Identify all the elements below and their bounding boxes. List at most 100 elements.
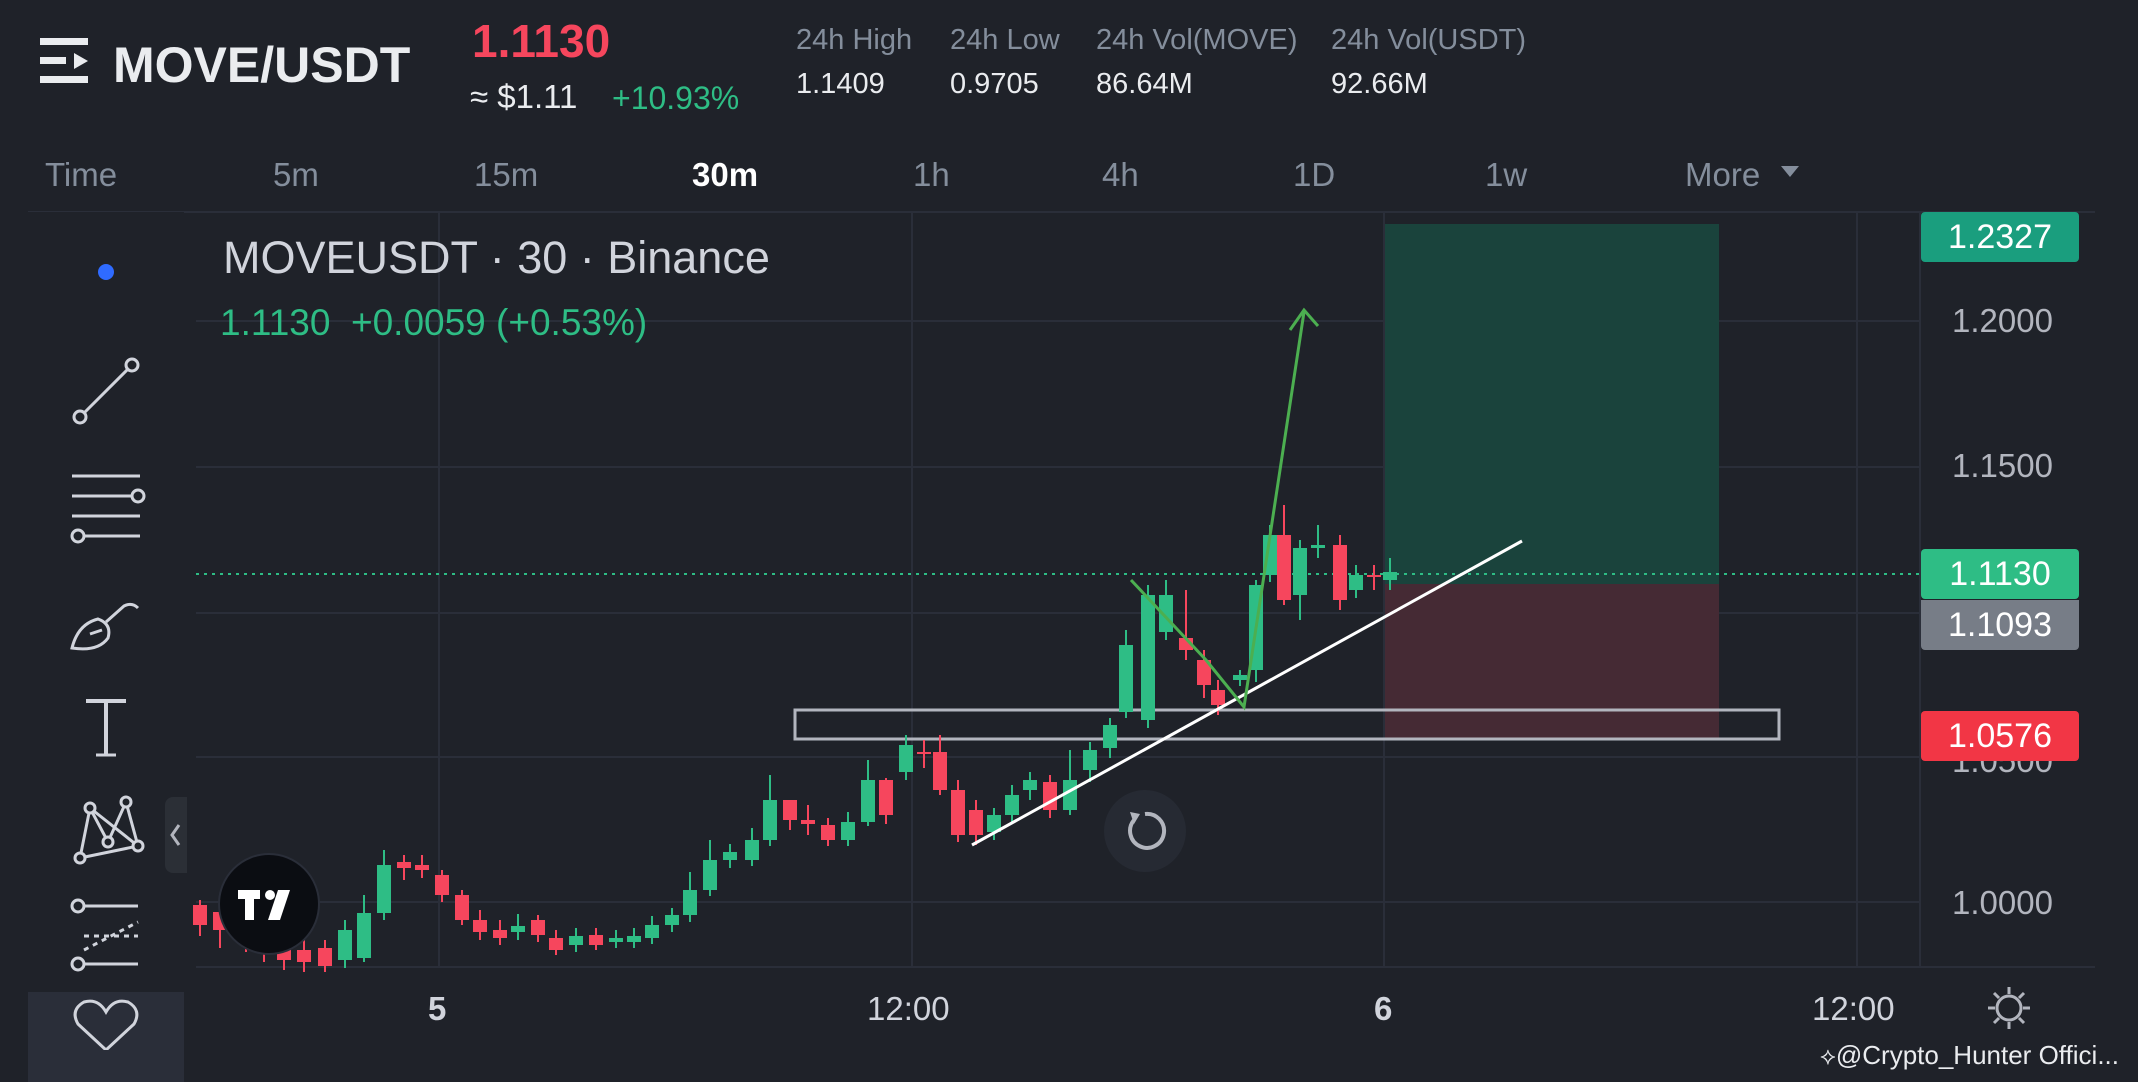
candle-body	[723, 852, 737, 860]
candle-body	[435, 875, 449, 895]
candle-body	[917, 752, 931, 754]
stat-label-vol-move: 24h Vol(MOVE)	[1096, 24, 1298, 56]
candle-body	[745, 840, 759, 860]
candle-body	[861, 780, 875, 822]
candle-body	[415, 865, 429, 870]
candle-body	[1005, 795, 1019, 815]
candle-body	[763, 800, 777, 840]
collapse-toolbar-button[interactable]	[165, 797, 187, 873]
stat-value-low: 0.9705	[950, 68, 1039, 100]
pattern-icon[interactable]	[28, 782, 184, 872]
take-profit-zone	[1385, 224, 1719, 584]
candle-body	[549, 938, 563, 950]
candle-body	[933, 752, 947, 790]
candle-body	[899, 745, 913, 772]
heart-icon[interactable]	[28, 992, 184, 1082]
support-box	[793, 708, 1781, 741]
candle-body	[1333, 545, 1347, 600]
candle-body	[987, 815, 1001, 832]
candle-body	[1023, 780, 1037, 790]
tab-1h[interactable]: 1h	[913, 156, 950, 193]
stat-value-vol-usdt: 92.66M	[1331, 68, 1428, 100]
candle-body	[879, 780, 893, 815]
approx-usd-price: ≈ $1.11	[470, 78, 578, 115]
candle-body	[455, 895, 469, 920]
candle-body	[1367, 575, 1381, 577]
price-axis-label: 1.0000	[1952, 884, 2053, 921]
settings-icon[interactable]	[1986, 985, 2032, 1036]
last-price: 1.1130	[472, 15, 611, 67]
candle-body	[1383, 572, 1397, 580]
time-axis-label: 5	[428, 990, 447, 1027]
tab-more[interactable]: More	[1685, 156, 1761, 193]
binance-logo-icon: ⟡	[1820, 1043, 1836, 1070]
reset-chart-button[interactable]	[1104, 790, 1186, 872]
candle-body	[1083, 750, 1097, 770]
candle-body	[609, 938, 623, 942]
candle-body	[569, 936, 583, 945]
candle-body	[783, 800, 797, 820]
candle-body	[1197, 660, 1211, 685]
stop-loss-zone	[1385, 584, 1719, 738]
chevron-down-icon[interactable]	[1781, 166, 1799, 177]
stat-label-low: 24h Low	[950, 24, 1060, 56]
candle-body	[1311, 545, 1325, 548]
tab-time[interactable]: Time	[45, 156, 118, 193]
candle-body	[473, 920, 487, 932]
candle-body	[665, 915, 679, 925]
text-icon[interactable]	[28, 677, 184, 767]
candle-body	[1277, 535, 1291, 600]
candle-body	[801, 820, 815, 824]
candle-body	[589, 935, 603, 945]
candle-body	[1293, 548, 1307, 595]
target-price-tag: 1.2327	[1921, 212, 2079, 262]
candle-body	[1119, 645, 1133, 712]
previous-price-tag: 1.1093	[1921, 600, 2079, 650]
trendline-icon[interactable]	[28, 347, 184, 437]
candle-body	[318, 948, 332, 966]
tab-15m[interactable]: 15m	[474, 156, 539, 193]
tab-4h[interactable]: 4h	[1102, 156, 1139, 193]
candle-body	[1103, 725, 1117, 748]
candle-body	[193, 905, 207, 925]
horizontal-lines-icon[interactable]	[28, 462, 184, 552]
chart-ohlc-line: 1.1130 +0.0059 (+0.53%)	[220, 302, 648, 343]
reset-icon	[1128, 811, 1167, 850]
pair-symbol[interactable]: MOVE/USDT	[113, 37, 411, 93]
price-axis-label: 1.2000	[1952, 302, 2053, 339]
time-axis-label: 6	[1374, 990, 1393, 1027]
candle-body	[511, 926, 525, 932]
candle-body	[841, 822, 855, 840]
dot-icon[interactable]	[28, 237, 184, 327]
candle-body	[397, 862, 411, 868]
tab-30m[interactable]: 30m	[692, 156, 759, 193]
watermark-handle: @Crypto_Hunter Offici...	[1835, 1040, 2119, 1070]
stat-label-vol-usdt: 24h Vol(USDT)	[1331, 24, 1527, 56]
candle-body	[531, 920, 545, 935]
candle-body	[357, 913, 371, 958]
price-axis-label: 1.1500	[1952, 447, 2053, 484]
candle-body	[703, 860, 717, 890]
candle-body	[338, 930, 352, 960]
stat-value-high: 1.1409	[796, 68, 885, 100]
candle-body	[645, 925, 659, 938]
stop-price-tag: 1.0576	[1921, 711, 2079, 761]
brush-icon[interactable]	[28, 574, 184, 664]
candle-body	[969, 810, 983, 835]
time-axis-label: 12:00	[1812, 990, 1895, 1027]
projection-arrow	[1129, 311, 1306, 711]
menu-icon[interactable]	[40, 38, 90, 84]
candle-body	[1141, 595, 1155, 720]
tab-1d[interactable]: 1D	[1293, 156, 1336, 193]
forecast-icon[interactable]	[28, 892, 184, 982]
tab-5m[interactable]: 5m	[273, 156, 319, 193]
current-price-tag: 1.1130	[1921, 549, 2079, 599]
drawing-toolbar	[28, 212, 184, 1082]
candle-body	[1211, 690, 1225, 705]
stat-value-vol-move: 86.64M	[1096, 68, 1193, 100]
chevron-left-icon	[170, 824, 181, 846]
tab-1w[interactable]: 1w	[1485, 156, 1528, 193]
candle-body	[1349, 575, 1363, 590]
candle-body	[627, 936, 641, 942]
